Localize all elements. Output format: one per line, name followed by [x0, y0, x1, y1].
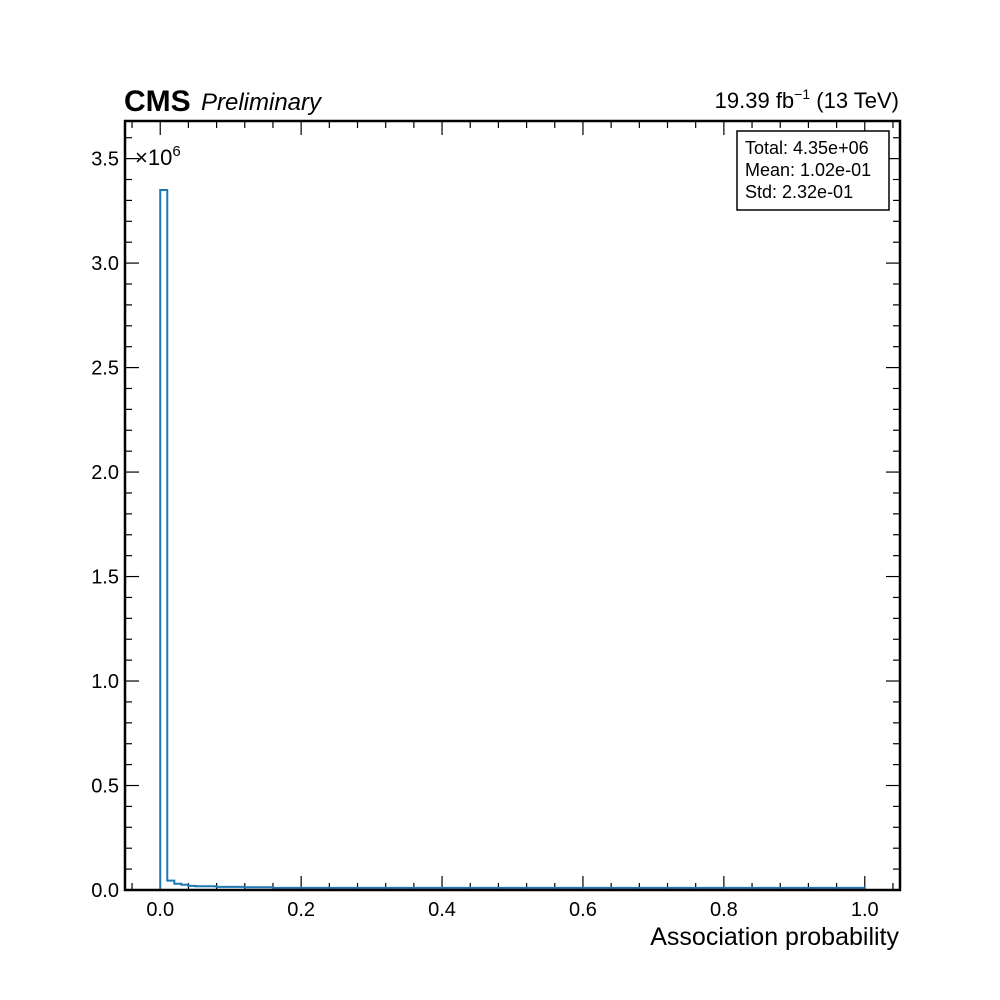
stats-box-border [736, 130, 890, 211]
y-tick-label: 1.5 [91, 567, 119, 589]
stats-box: Total: 4.35e+06 Mean: 1.02e-01 Std: 2.32… [736, 130, 890, 211]
y-tick-label: 0.5 [91, 776, 119, 798]
histogram-line [159, 188, 866, 890]
lumi-label: 19.39 fb−1 (13 TeV) [715, 86, 899, 113]
y-tick-label: 2.5 [91, 358, 119, 380]
stats-std: Std: 2.32e-01 [745, 182, 853, 202]
x-tick-label: 0.6 [569, 899, 597, 921]
experiment-label: CMS [124, 85, 191, 118]
y-multiplier-exponent: 6 [172, 143, 180, 160]
energy-label: (13 TeV) [810, 88, 899, 113]
x-tick-label: 1.0 [851, 899, 879, 921]
stats-total: Total: 4.35e+06 [745, 138, 869, 158]
x-tick-label: 0.0 [146, 899, 174, 921]
stats-mean: Mean: 1.02e-01 [745, 160, 871, 180]
y-tick-label: 3.5 [91, 149, 119, 171]
y-tick-label: 2.0 [91, 462, 119, 484]
x-tick-label: 0.8 [710, 899, 738, 921]
y-tick-label: 3.0 [91, 253, 119, 275]
y-multiplier-base: ×10 [135, 145, 172, 170]
status-label: Preliminary [201, 89, 323, 116]
x-tick-label: 0.2 [287, 899, 315, 921]
plot-frame [123, 119, 902, 892]
lumi-exponent: −1 [794, 86, 810, 102]
y-tick-label: 1.0 [91, 671, 119, 693]
y-tick-label: 0.0 [91, 880, 119, 902]
lumi-value: 19.39 fb [715, 88, 795, 113]
x-tick-label: 0.4 [428, 899, 456, 921]
x-axis-label: Association probability [650, 923, 899, 951]
y-multiplier: ×106 [135, 143, 181, 170]
